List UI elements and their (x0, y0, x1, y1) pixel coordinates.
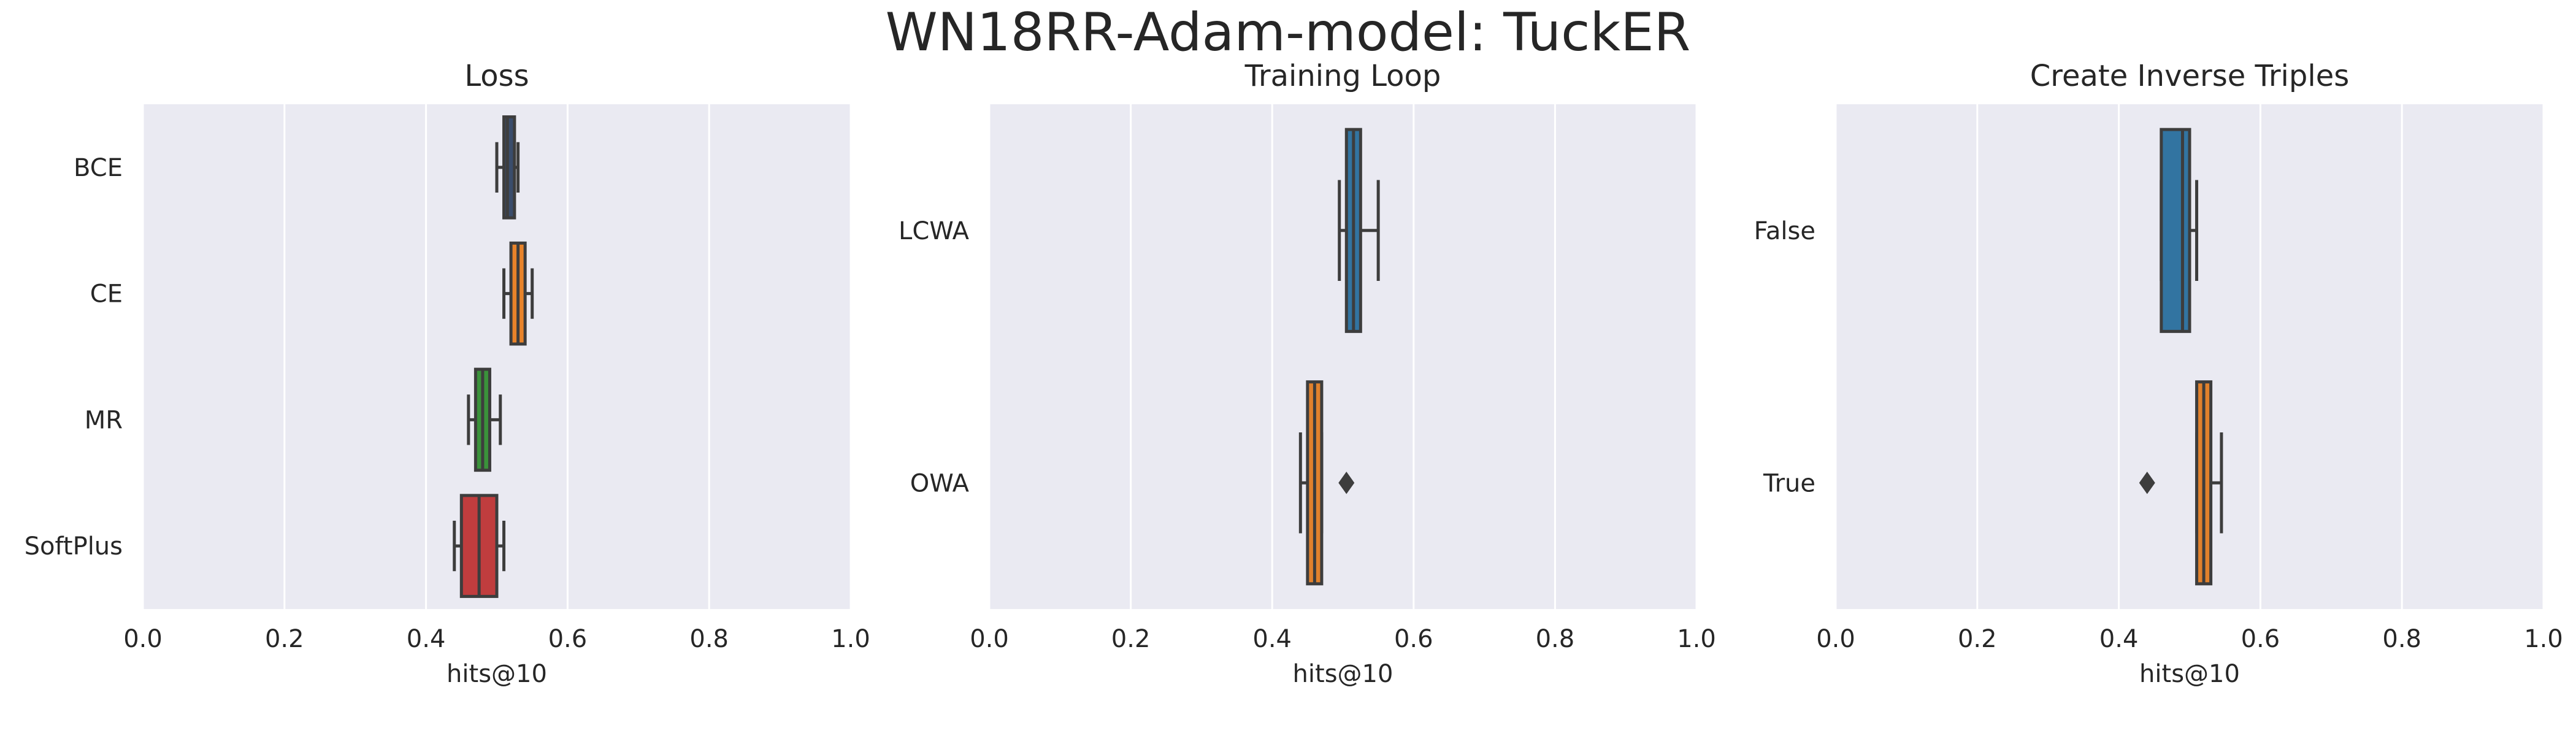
box-softplus: SoftPlus (25, 494, 506, 598)
box-iqr (502, 115, 516, 220)
y-tick-label: CE (90, 280, 123, 309)
x-tick-label: 0.8 (1536, 625, 1575, 653)
x-tick-label: 0.6 (2241, 625, 2280, 653)
y-tick-label: OWA (910, 469, 970, 497)
box-iqr (2160, 128, 2191, 333)
y-tick-label: True (1763, 469, 1815, 497)
x-axis-label: hits@10 (447, 660, 547, 688)
y-tick-label: MR (85, 406, 123, 434)
subplot-title: Training Loop (1244, 59, 1441, 93)
box-owa: OWA (910, 380, 1355, 586)
x-axis-label: hits@10 (1293, 660, 1393, 688)
box-ce: CE (90, 241, 534, 346)
x-tick-label: 0.0 (123, 625, 163, 653)
x-tick-label: 0.2 (1111, 625, 1151, 653)
x-tick-label: 0.2 (1958, 625, 1997, 653)
x-tick-label: 0.0 (1816, 625, 1855, 653)
x-tick-label: 0.6 (548, 625, 588, 653)
x-tick-label: 1.0 (1677, 625, 1716, 653)
y-tick-label: BCE (74, 154, 123, 182)
y-tick-label: SoftPlus (25, 532, 123, 561)
x-tick-label: 0.4 (2099, 625, 2139, 653)
plot-area (989, 104, 1696, 609)
x-tick-label: 0.2 (265, 625, 304, 653)
outlier-marker (2139, 472, 2155, 494)
x-tick-label: 0.4 (1252, 625, 1292, 653)
subplot-title: Loss (464, 59, 529, 93)
figure-title: WN18RR-Adam-model: TuckER (886, 2, 1691, 63)
x-tick-label: 0.6 (1394, 625, 1433, 653)
box-bce: BCE (74, 115, 520, 220)
x-tick-label: 0.8 (689, 625, 729, 653)
y-tick-label: LCWA (899, 217, 970, 245)
x-tick-label: 1.0 (831, 625, 870, 653)
box-true: True (1763, 380, 2223, 586)
y-tick-label: False (1754, 217, 1815, 245)
subplot-title: Create Inverse Triples (2030, 59, 2349, 93)
box-lcwa: LCWA (899, 128, 1380, 333)
x-tick-label: 0.8 (2382, 625, 2421, 653)
subplot-2: 0.0 0.2 0.4 0.6 0.8 1.0 Training Loop hits@10 LC… (899, 59, 1716, 688)
subplot-1: 0.0 0.2 0.4 0.6 0.8 1.0 Loss hits@10 BCE CE MR Soft… (25, 59, 870, 688)
x-tick-label: 1.0 (2524, 625, 2563, 653)
box-mr: MR (85, 367, 502, 472)
subplot-3: 0.0 0.2 0.4 0.6 0.8 1.0 Create Inverse Triples… (1754, 59, 2563, 688)
box-false: False (1754, 128, 2199, 333)
x-tick-label: 0.0 (970, 625, 1009, 653)
outlier-marker (1338, 472, 1355, 494)
x-axis-label: hits@10 (2139, 660, 2240, 688)
x-tick-label: 0.4 (407, 625, 446, 653)
